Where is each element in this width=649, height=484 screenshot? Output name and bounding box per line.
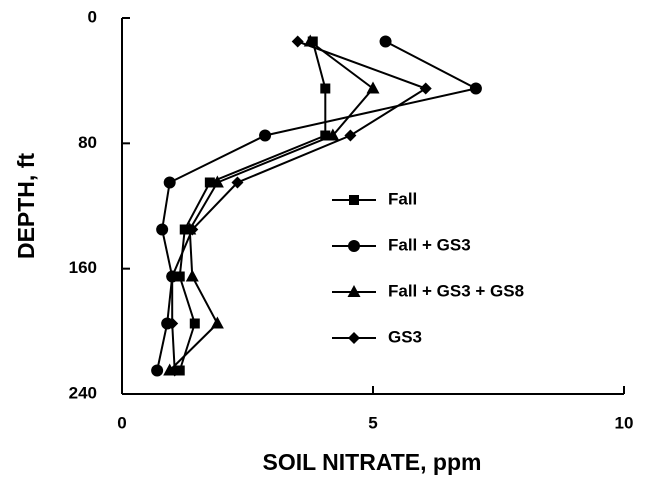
marker [166, 317, 179, 330]
y-tick-label: 240 [69, 383, 97, 402]
marker [174, 271, 185, 282]
marker [320, 130, 331, 141]
y-tick-label: 0 [88, 7, 97, 26]
x-axis-label: SOIL NITRATE, ppm [263, 449, 482, 475]
marker [204, 177, 215, 188]
marker [326, 128, 340, 141]
marker [185, 269, 199, 282]
marker [168, 364, 181, 377]
series-line [171, 40, 428, 371]
marker [291, 35, 304, 48]
series-line [178, 41, 327, 371]
marker [166, 270, 179, 283]
marker [366, 81, 380, 94]
marker [210, 175, 224, 188]
y-tick-label: 80 [78, 133, 97, 152]
marker [469, 82, 482, 95]
marker [303, 34, 317, 47]
marker [320, 83, 331, 94]
marker [347, 285, 361, 297]
legend-text: Fall [388, 189, 417, 208]
marker [419, 82, 432, 95]
legend-text: Fall + GS3 + GS8 [388, 281, 524, 300]
marker [231, 176, 244, 189]
marker [348, 332, 360, 344]
y-axis-label: DEPTH, ft [13, 153, 39, 259]
marker [379, 35, 392, 48]
marker [348, 240, 360, 252]
series-line [168, 40, 375, 372]
series-line [156, 40, 479, 371]
marker [344, 129, 357, 142]
marker [189, 318, 200, 329]
x-tick-label: 5 [368, 413, 377, 432]
marker [179, 224, 190, 235]
legend-text: Fall + GS3 [388, 235, 471, 254]
x-tick-label: 10 [615, 413, 634, 432]
y-tick-label: 160 [69, 258, 97, 277]
marker [259, 129, 272, 142]
marker [349, 195, 359, 205]
legend-text: GS3 [388, 327, 422, 346]
marker [151, 364, 164, 377]
x-tick-label: 0 [117, 413, 126, 432]
marker [156, 223, 169, 236]
marker [163, 176, 176, 189]
marker [186, 223, 199, 236]
marker [210, 316, 224, 329]
